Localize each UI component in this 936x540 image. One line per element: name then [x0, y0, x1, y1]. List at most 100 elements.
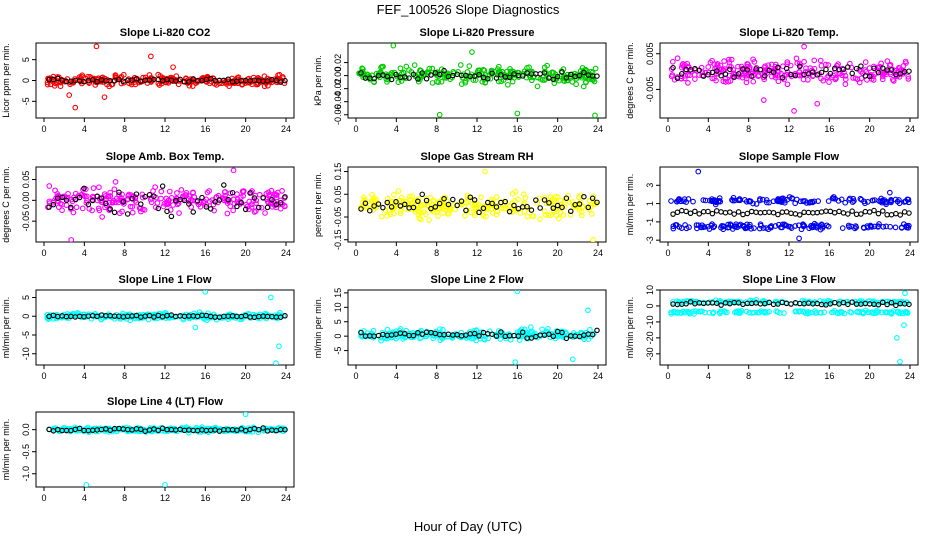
x-tick-label: 8	[434, 248, 439, 258]
y-tick-label: -10	[645, 315, 655, 328]
reference-point	[674, 75, 681, 82]
data-point	[726, 63, 733, 70]
outlier-point	[469, 49, 475, 55]
data-point	[903, 198, 909, 205]
reference-point	[810, 69, 816, 75]
reference-point	[805, 71, 812, 77]
data-point	[884, 58, 891, 64]
data-point	[687, 68, 694, 75]
x-tick-label: 8	[434, 371, 439, 381]
data-point	[818, 75, 824, 82]
data-point	[713, 198, 720, 205]
data-point	[829, 309, 835, 316]
data-point	[864, 199, 871, 205]
data-point	[851, 198, 857, 204]
reference-point	[238, 199, 245, 206]
data-point	[471, 200, 478, 207]
reference-point	[840, 66, 847, 73]
reference-point	[893, 210, 899, 217]
reference-point	[901, 209, 908, 215]
data-point	[560, 212, 567, 218]
y-tick-label: -0.04	[333, 91, 343, 112]
reference-point	[823, 66, 829, 73]
data-point	[861, 198, 867, 205]
outlier-point	[273, 360, 279, 365]
reference-point	[550, 76, 557, 83]
x-tick-label: 0	[41, 248, 46, 258]
reference-point	[388, 204, 395, 210]
data-point	[564, 71, 571, 78]
outlier-point	[268, 294, 274, 301]
data-point	[277, 197, 284, 204]
data-point	[550, 207, 557, 214]
outlier-point	[801, 43, 807, 50]
y-tick-label: -0.15	[333, 229, 343, 250]
data-point	[896, 200, 903, 207]
data-point	[389, 198, 396, 205]
y-tick-label: -0.06	[333, 104, 343, 125]
x-tick-label: 4	[706, 371, 711, 381]
reference-point	[884, 301, 890, 308]
reference-point	[875, 69, 882, 76]
reference-point	[498, 329, 504, 335]
data-point	[457, 62, 464, 68]
data-point	[512, 188, 519, 195]
reference-point	[476, 333, 482, 339]
data-point	[889, 76, 896, 83]
x-tick-label: 24	[905, 371, 915, 381]
data-point	[246, 198, 253, 205]
reference-point	[775, 64, 781, 71]
data-point	[411, 62, 418, 68]
reference-point	[50, 201, 57, 208]
reference-point	[519, 329, 526, 336]
reference-point	[757, 210, 764, 216]
reference-point	[897, 212, 904, 218]
reference-point	[775, 211, 781, 218]
reference-point	[375, 201, 382, 207]
data-point	[871, 223, 878, 230]
y-tick-label: -0.05	[333, 207, 343, 228]
data-point	[890, 78, 897, 84]
data-point	[743, 79, 750, 86]
data-point	[671, 309, 677, 316]
y-tick-label: -0.05	[21, 211, 31, 232]
x-tick-label: 0	[353, 124, 358, 134]
data-point	[371, 197, 378, 203]
y-tick-label: -0.005	[645, 77, 655, 103]
reference-point	[748, 73, 755, 79]
reference-point	[441, 67, 447, 74]
x-tick-label: 8	[122, 124, 127, 134]
reference-point	[81, 185, 87, 192]
reference-point	[506, 74, 513, 81]
data-point	[865, 224, 871, 231]
reference-point	[589, 195, 596, 202]
reference-point	[683, 301, 689, 307]
reference-point	[216, 197, 223, 203]
data-point	[50, 315, 57, 322]
outlier-point	[814, 100, 821, 107]
data-point	[757, 196, 763, 202]
reference-point	[256, 426, 262, 433]
y-axis-label: ml/min per min.	[1, 297, 11, 359]
data-point	[735, 63, 741, 70]
reference-point	[779, 74, 786, 81]
reference-point	[506, 208, 513, 215]
x-tick-label: 0	[353, 248, 358, 258]
x-tick-label: 24	[593, 371, 603, 381]
x-tick-label: 20	[865, 371, 875, 381]
data-point	[753, 201, 760, 207]
x-tick-label: 0	[41, 124, 46, 134]
data-point	[817, 226, 824, 233]
reference-point	[554, 73, 561, 80]
reference-point	[692, 208, 698, 215]
outlier-point	[695, 168, 702, 175]
y-axis-label: ml/min per min.	[313, 297, 323, 359]
x-tick-label: 20	[865, 248, 875, 258]
reference-point	[810, 210, 816, 216]
reference-point	[419, 70, 425, 76]
outlier-point	[512, 359, 519, 365]
data-point	[826, 79, 832, 85]
panel-title: Slope Line 1 Flow	[119, 274, 212, 286]
data-point	[892, 224, 899, 231]
reference-point	[63, 197, 70, 204]
